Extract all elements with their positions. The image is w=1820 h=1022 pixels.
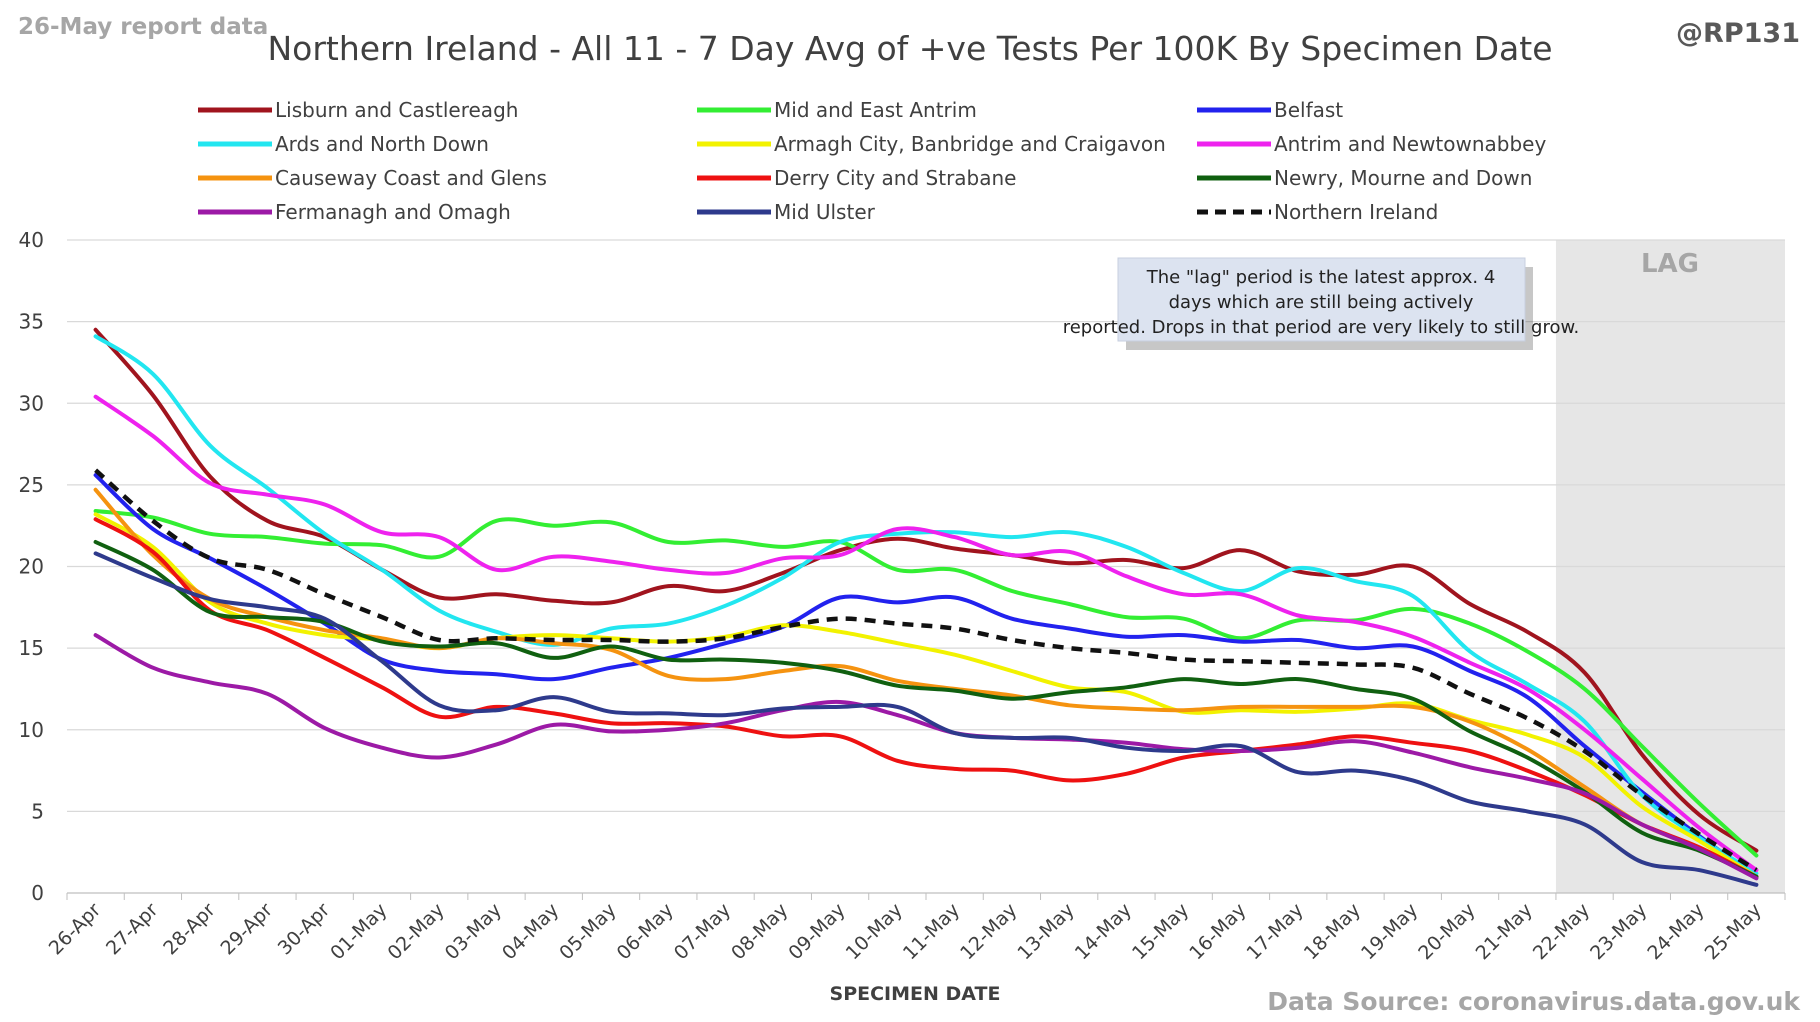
y-tick-label: 5 [31, 799, 44, 823]
chart-title: Northern Ireland - All 11 - 7 Day Avg of… [267, 29, 1552, 68]
series-line-derry-city-and-strabane [93, 517, 1759, 879]
series-line-newry-mourne-and-down [93, 540, 1759, 879]
series-line-fermanagh-and-omagh [93, 633, 1759, 881]
y-tick-label: 15 [19, 636, 44, 660]
lag-label: LAG [1641, 249, 1699, 279]
annotation-box: The "lag" period is the latest approx. 4… [1063, 257, 1580, 350]
legend-label: Causeway Coast and Glens [275, 166, 547, 190]
y-tick-label: 25 [19, 473, 44, 497]
y-axis-ticks: 0 5 10 15 20 25 30 35 40 [19, 228, 44, 905]
y-tick-label: 30 [19, 391, 44, 415]
series-line-northern-ireland [94, 468, 1758, 873]
series-line-mid-and-east-antrim [93, 509, 1759, 858]
series-line-antrim-and-newtownabbey [93, 394, 1759, 873]
y-tick-label: 0 [31, 881, 44, 905]
author-handle: @RP131 [1676, 18, 1800, 49]
series-line-mid-ulster [93, 551, 1759, 887]
y-tick-label: 35 [19, 310, 44, 334]
legend-label: Armagh City, Banbridge and Craigavon [774, 132, 1166, 156]
data-source: Data Source: coronavirus.data.gov.uk [1267, 987, 1801, 1016]
legend-label: Ards and North Down [275, 132, 489, 156]
x-axis-title: SPECIMEN DATE [830, 983, 1001, 1005]
report-date-label: 26-May report data [18, 14, 268, 40]
y-tick-label: 40 [19, 228, 44, 252]
legend: Lisburn and Castlereagh Mid and East Antr… [198, 98, 1546, 224]
legend-label: Antrim and Newtownabbey [1274, 132, 1546, 156]
legend-label: Mid and East Antrim [774, 98, 977, 122]
y-tick-label: 20 [19, 555, 44, 579]
legend-label: Northern Ireland [1274, 200, 1438, 224]
legend-label: Fermanagh and Omagh [275, 200, 511, 224]
series-lines [93, 327, 1759, 887]
annotation-text: The "lag" period is the latest approx. 4… [1063, 267, 1580, 338]
legend-label: Newry, Mourne and Down [1274, 166, 1532, 190]
legend-label: Lisburn and Castlereagh [275, 98, 518, 122]
legend-label: Mid Ulster [774, 200, 876, 224]
legend-label: Belfast [1274, 98, 1343, 122]
legend-label: Derry City and Strabane [774, 166, 1016, 190]
series-line-belfast [93, 473, 1759, 879]
y-tick-label: 10 [19, 718, 44, 742]
